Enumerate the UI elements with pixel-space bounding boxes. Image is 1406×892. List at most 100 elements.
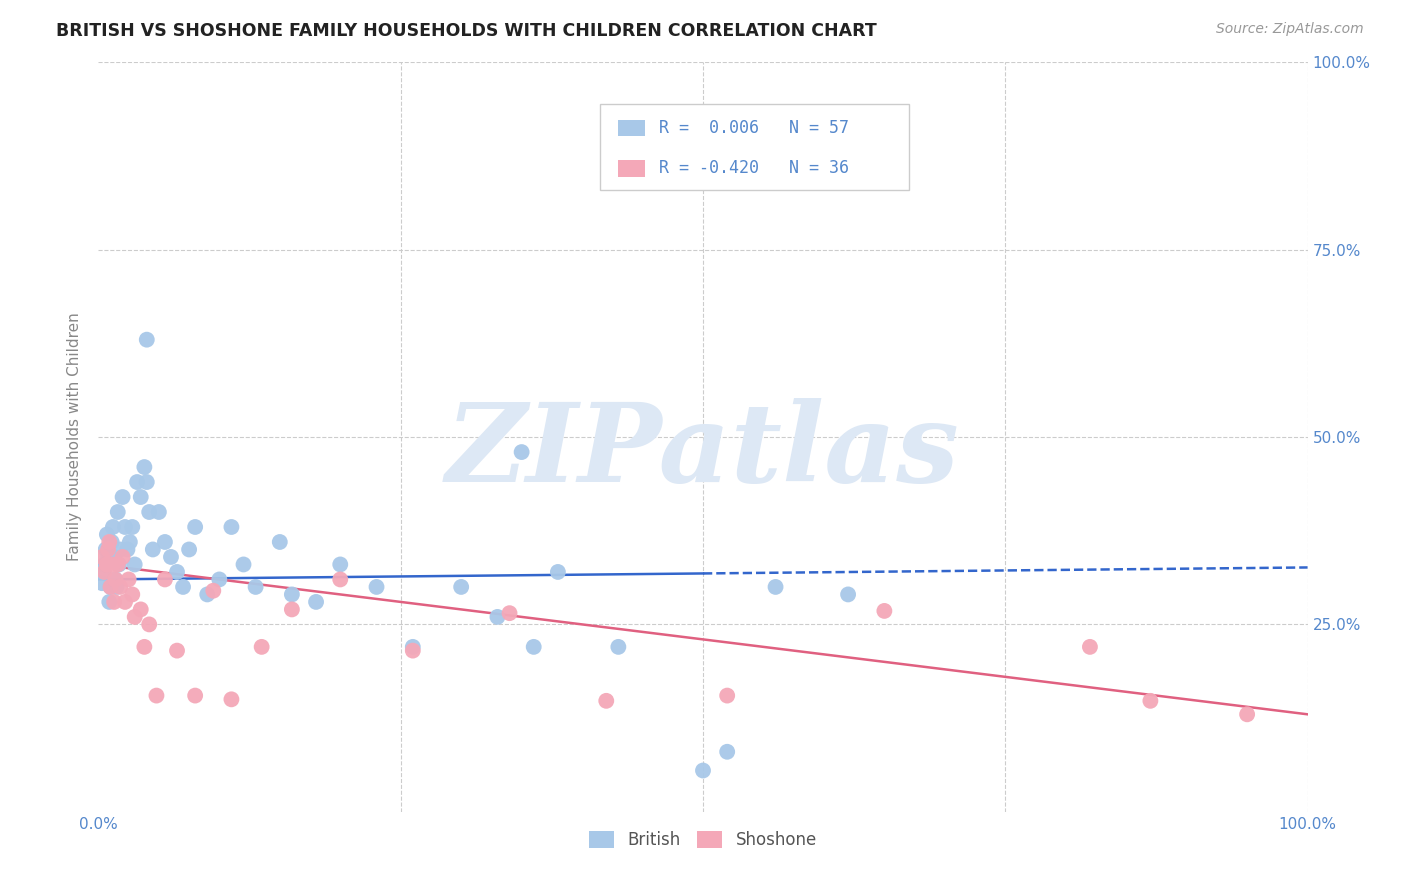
Point xyxy=(281,587,304,601)
Point xyxy=(765,580,787,594)
Point xyxy=(94,542,117,557)
Point xyxy=(195,587,218,601)
Point xyxy=(153,573,176,587)
Point xyxy=(134,460,156,475)
FancyBboxPatch shape xyxy=(619,120,645,136)
Point xyxy=(160,549,183,564)
Point xyxy=(100,535,122,549)
Point xyxy=(111,490,134,504)
Text: BRITISH VS SHOSHONE FAMILY HOUSEHOLDS WITH CHILDREN CORRELATION CHART: BRITISH VS SHOSHONE FAMILY HOUSEHOLDS WI… xyxy=(56,22,877,40)
Point xyxy=(100,580,122,594)
Point xyxy=(269,535,291,549)
Point xyxy=(450,580,472,594)
Point xyxy=(101,558,124,572)
Point xyxy=(114,595,136,609)
Text: R = -0.420   N = 36: R = -0.420 N = 36 xyxy=(659,160,849,178)
Y-axis label: Family Households with Children: Family Households with Children xyxy=(67,313,83,561)
Point xyxy=(104,573,127,587)
Point xyxy=(129,602,152,616)
Point xyxy=(166,643,188,657)
Point xyxy=(510,445,533,459)
Point xyxy=(93,565,115,579)
Point xyxy=(184,689,207,703)
Point xyxy=(148,505,170,519)
FancyBboxPatch shape xyxy=(600,103,908,190)
Point xyxy=(117,542,139,557)
Point xyxy=(1078,640,1101,654)
Text: ZIPatlas: ZIPatlas xyxy=(446,399,960,506)
Point xyxy=(1236,707,1258,722)
Point xyxy=(329,558,352,572)
Legend: British, Shoshone: British, Shoshone xyxy=(582,824,824,855)
Point xyxy=(692,764,714,778)
Point xyxy=(1139,694,1161,708)
Point xyxy=(166,565,188,579)
Point xyxy=(142,542,165,557)
Point xyxy=(202,583,225,598)
Point xyxy=(486,610,509,624)
Point xyxy=(172,580,194,594)
Point xyxy=(250,640,273,654)
FancyBboxPatch shape xyxy=(619,160,645,177)
Point xyxy=(221,520,243,534)
Point xyxy=(607,640,630,654)
Point xyxy=(145,689,167,703)
Point xyxy=(91,576,114,591)
Point xyxy=(100,580,122,594)
Point xyxy=(103,549,125,564)
Point xyxy=(105,580,128,594)
Point xyxy=(366,580,388,594)
Point xyxy=(402,643,425,657)
Point xyxy=(114,520,136,534)
Point xyxy=(97,542,120,557)
Point xyxy=(98,535,121,549)
Point xyxy=(108,558,131,572)
Point xyxy=(329,573,352,587)
Point xyxy=(716,745,738,759)
Point xyxy=(281,602,304,616)
Point xyxy=(179,542,201,557)
Point xyxy=(208,573,231,587)
Point xyxy=(138,617,160,632)
Point xyxy=(138,505,160,519)
Point xyxy=(121,520,143,534)
Point xyxy=(873,604,896,618)
Point xyxy=(595,694,617,708)
Point xyxy=(305,595,328,609)
Point xyxy=(107,505,129,519)
Point xyxy=(184,520,207,534)
Point xyxy=(108,580,131,594)
Point xyxy=(124,610,146,624)
Point xyxy=(108,542,131,557)
Point xyxy=(97,549,120,564)
Point xyxy=(135,333,157,347)
Point xyxy=(837,587,859,601)
Point xyxy=(135,475,157,489)
Point xyxy=(153,535,176,549)
Point xyxy=(101,520,124,534)
Text: R =  0.006   N = 57: R = 0.006 N = 57 xyxy=(659,119,849,136)
Point xyxy=(547,565,569,579)
Point xyxy=(98,595,121,609)
Text: Source: ZipAtlas.com: Source: ZipAtlas.com xyxy=(1216,22,1364,37)
Point xyxy=(134,640,156,654)
Point xyxy=(96,527,118,541)
Point xyxy=(91,565,114,579)
Point xyxy=(111,549,134,564)
Point xyxy=(245,580,267,594)
Point xyxy=(498,606,520,620)
Point xyxy=(523,640,546,654)
Point xyxy=(96,558,118,572)
Point xyxy=(118,573,141,587)
Point xyxy=(402,640,425,654)
Point xyxy=(93,558,115,572)
Point xyxy=(121,587,143,601)
Point xyxy=(129,490,152,504)
Point xyxy=(716,689,738,703)
Point xyxy=(221,692,243,706)
Point xyxy=(118,535,141,549)
Point xyxy=(103,595,125,609)
Point xyxy=(232,558,254,572)
Point xyxy=(104,573,127,587)
Point xyxy=(91,549,114,564)
